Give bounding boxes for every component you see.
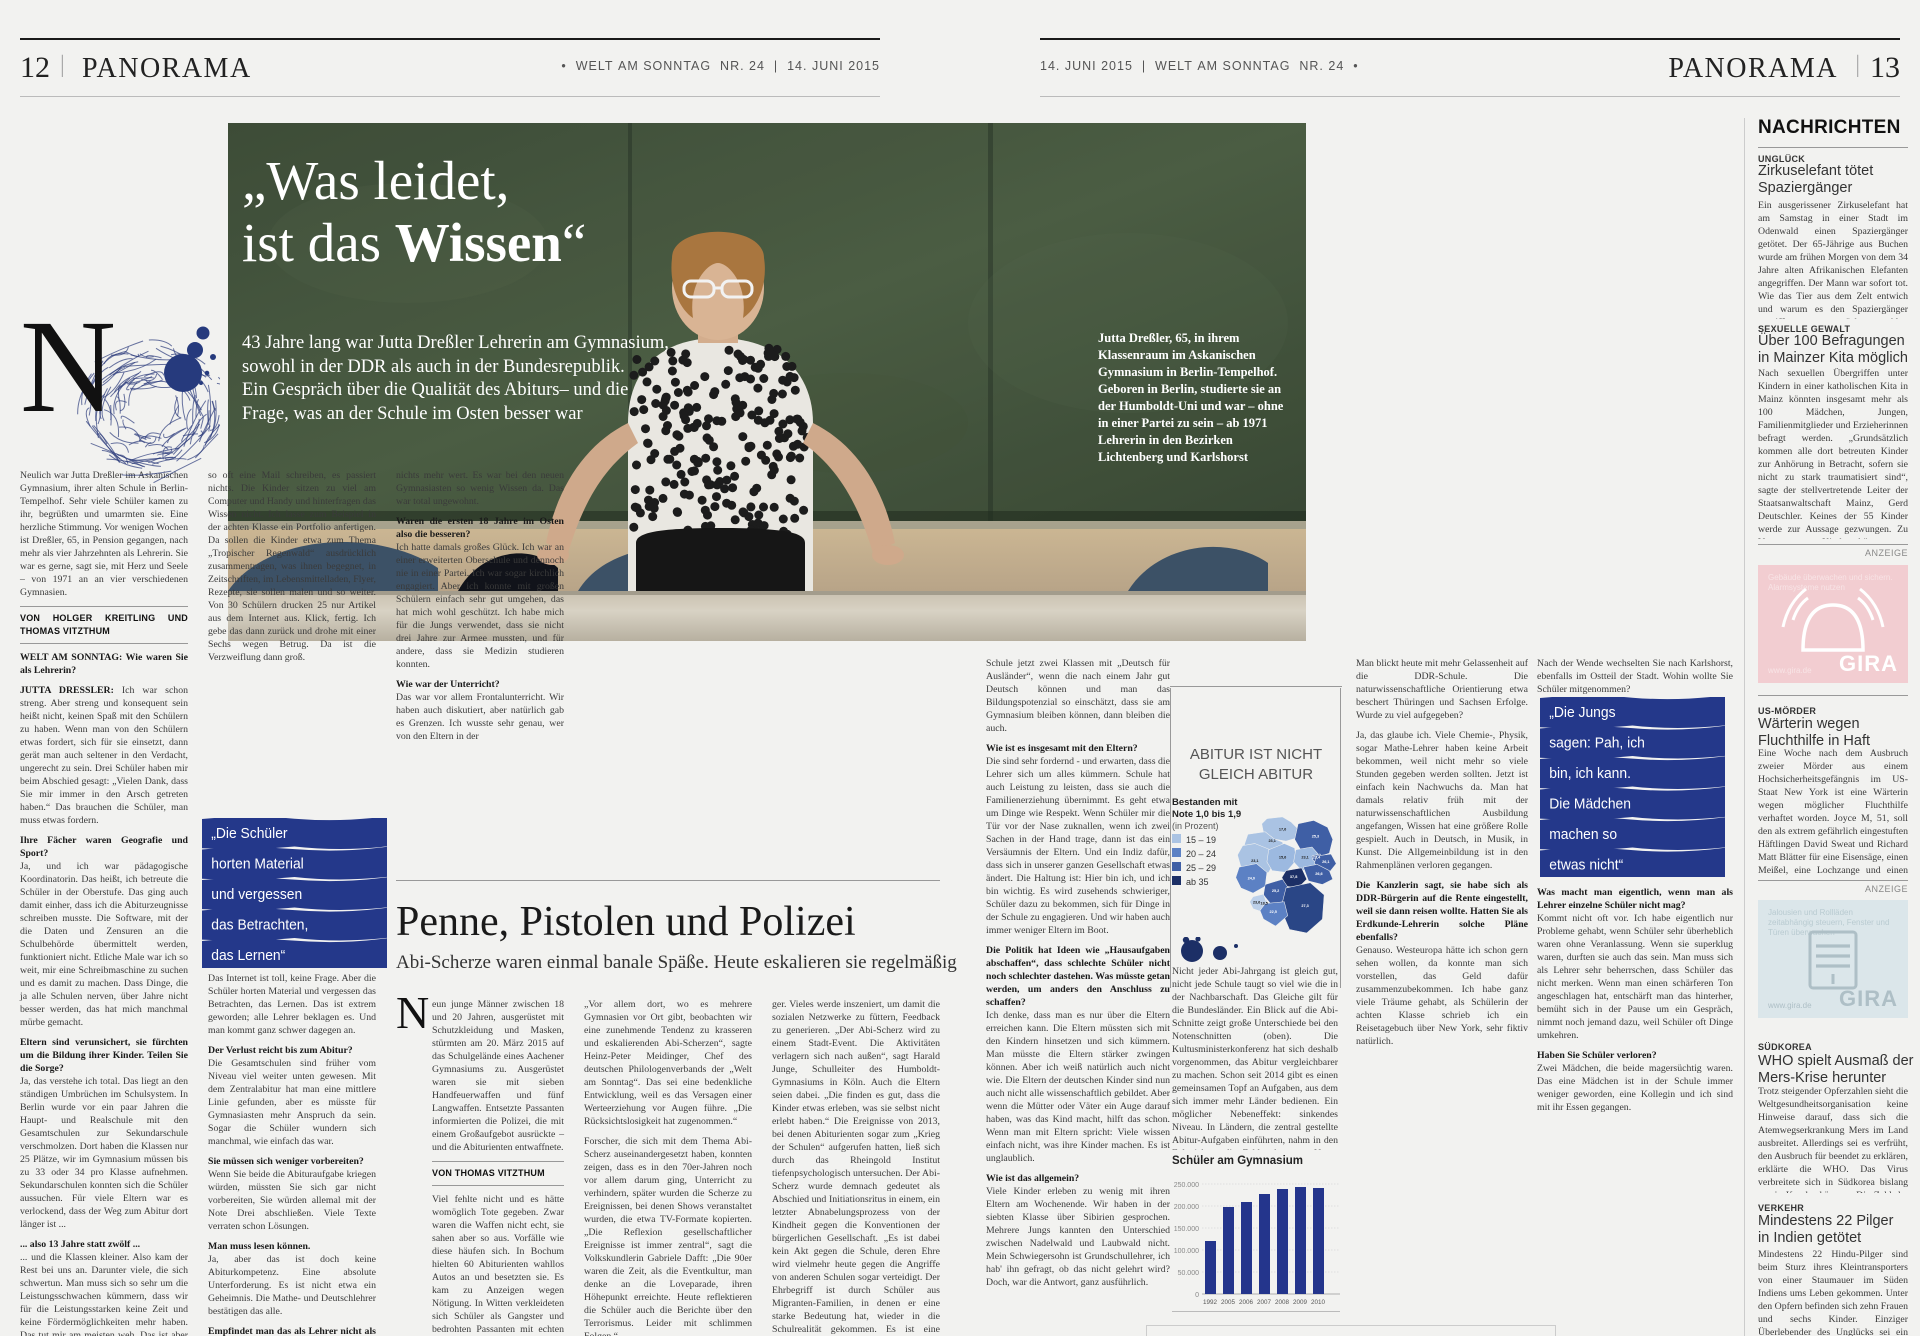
svg-text:und vergessen: und vergessen [211, 887, 302, 903]
svg-text:15,6: 15,6 [1279, 855, 1286, 859]
svg-text:23,1: 23,1 [1301, 855, 1308, 859]
svg-text:„Die Jungs: „Die Jungs [1549, 705, 1615, 721]
svg-text:26,6: 26,6 [1315, 872, 1322, 876]
svg-text:100.000: 100.000 [1174, 1248, 1199, 1255]
svg-text:37,8: 37,8 [1290, 875, 1297, 879]
svg-text:machen so: machen so [1549, 827, 1617, 843]
svg-text:sagen: Pah, ich: sagen: Pah, ich [1549, 735, 1645, 751]
svg-text:24,0: 24,0 [1248, 876, 1255, 880]
svg-text:26,1: 26,1 [1322, 860, 1329, 864]
svg-text:horten Material: horten Material [211, 856, 303, 872]
svg-text:25,3: 25,3 [1312, 835, 1319, 839]
svg-text:50.000: 50.000 [1178, 1270, 1200, 1277]
svg-text:„Die Schüler: „Die Schüler [211, 826, 288, 842]
svg-text:1992: 1992 [1203, 1299, 1218, 1306]
svg-text:250.000: 250.000 [1174, 1182, 1199, 1189]
svg-text:22,5: 22,5 [1269, 910, 1276, 914]
svg-text:2005: 2005 [1221, 1299, 1236, 1306]
svg-text:Die Mädchen: Die Mädchen [1549, 796, 1631, 812]
svg-text:2007: 2007 [1257, 1299, 1272, 1306]
svg-text:bin, ich kann.: bin, ich kann. [1549, 766, 1631, 782]
svg-text:150.000: 150.000 [1174, 1226, 1199, 1233]
svg-text:200.000: 200.000 [1174, 1204, 1199, 1211]
svg-text:etwas nicht“: etwas nicht“ [1549, 857, 1623, 873]
svg-text:17,6: 17,6 [1279, 828, 1286, 832]
svg-text:18,5: 18,5 [1260, 902, 1267, 906]
svg-text:0: 0 [1195, 1292, 1199, 1299]
svg-text:2008: 2008 [1275, 1299, 1290, 1306]
svg-text:27,3: 27,3 [1301, 904, 1308, 908]
svg-text:23,4: 23,4 [1313, 855, 1321, 859]
svg-text:2009: 2009 [1293, 1299, 1308, 1306]
svg-text:25,2: 25,2 [1272, 889, 1279, 893]
svg-text:23,6: 23,6 [1253, 901, 1260, 905]
svg-text:2006: 2006 [1239, 1299, 1254, 1306]
svg-text:2010: 2010 [1311, 1299, 1326, 1306]
svg-text:23,1: 23,1 [1251, 859, 1258, 863]
svg-text:23,1: 23,1 [1268, 839, 1275, 843]
svg-text:das Lernen“: das Lernen“ [211, 948, 285, 964]
svg-text:das Betrachten,: das Betrachten, [211, 917, 308, 933]
